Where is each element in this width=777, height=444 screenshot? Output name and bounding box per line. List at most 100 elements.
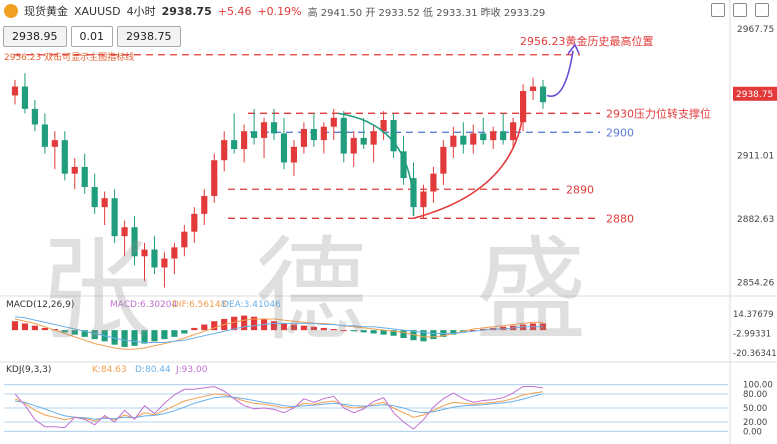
candle-body xyxy=(71,166,78,174)
macd-legend-label: DIF:6.56148 xyxy=(172,300,227,310)
current-price-label: 2938.75 xyxy=(736,90,773,100)
screenshot-icon[interactable] xyxy=(733,3,747,17)
candle-body xyxy=(141,249,148,257)
level-label: 2956.23黄金历史最高位置 xyxy=(520,34,654,48)
candle-body xyxy=(490,131,497,141)
macd-legend-label: MACD:6.30204 xyxy=(110,300,178,310)
candle-body xyxy=(360,137,367,145)
macd-histogram-bar xyxy=(410,330,417,341)
candle-body xyxy=(370,131,377,145)
candle-body xyxy=(111,198,118,237)
macd-histogram-bar xyxy=(141,330,148,344)
bid-button[interactable]: 2938.95 xyxy=(3,26,67,47)
macd-histogram-bar xyxy=(370,330,377,334)
projection-arrow xyxy=(567,43,580,55)
macd-histogram-bar xyxy=(330,329,337,331)
candle-body xyxy=(330,117,337,127)
kdj-tick-label: 20.00 xyxy=(743,418,767,428)
level-label: 2930压力位转支撑位 xyxy=(606,106,711,120)
macd-histogram-bar xyxy=(111,330,118,345)
arc-pattern-curve xyxy=(337,112,415,217)
candle-body xyxy=(410,178,417,208)
chart-header: 现货黄金 XAUUSD 4小时 2938.75 +5.46 +0.19% 高 2… xyxy=(0,0,777,22)
macd-tick-label: -20.36341 xyxy=(733,349,777,359)
symbol-name[interactable]: 现货黄金 xyxy=(24,5,68,18)
current-price-tag xyxy=(733,86,777,101)
price-tick-label: 2911.01 xyxy=(737,152,774,162)
spread-field[interactable]: 0.01 xyxy=(70,26,113,47)
macd-histogram-bar xyxy=(340,330,347,332)
symbol-code: XAUUSD xyxy=(74,4,121,18)
candle-body xyxy=(131,227,138,257)
candle-body xyxy=(41,124,48,147)
candle-body xyxy=(21,86,29,109)
ask-button[interactable]: 2938.75 xyxy=(117,26,181,47)
macd-histogram-bar xyxy=(11,321,19,331)
candle-body xyxy=(211,160,218,196)
candle-body xyxy=(450,135,457,147)
macd-histogram-bar xyxy=(430,330,437,340)
candle-body xyxy=(480,133,487,141)
candle-body xyxy=(221,140,228,161)
watermark-char-1: 张 xyxy=(40,226,152,356)
candle-body xyxy=(241,131,248,150)
macd-histogram-bar xyxy=(181,330,188,334)
macd-histogram-bar xyxy=(51,329,58,331)
interval-selector[interactable]: 4小时 xyxy=(126,5,156,18)
kdj-tick-label: 100.00 xyxy=(743,381,773,391)
candle-body xyxy=(390,120,397,152)
candle-body xyxy=(181,231,188,248)
fullscreen-icon[interactable] xyxy=(755,3,769,17)
macd-histogram-bar xyxy=(390,330,397,336)
macd-histogram-bar xyxy=(500,326,507,331)
macd-histogram-bar xyxy=(320,327,327,331)
kdj-k-line xyxy=(14,391,544,422)
candle-body xyxy=(171,247,178,259)
macd-histogram-bar xyxy=(270,321,278,331)
candle-body xyxy=(520,91,527,123)
candle-body xyxy=(151,249,158,268)
macd-histogram-bar xyxy=(520,324,527,331)
gold-symbol-icon xyxy=(4,4,18,18)
kdj-legend-label: D:80.44 xyxy=(135,365,171,375)
candle-body xyxy=(320,126,327,141)
kdj-d-line xyxy=(14,393,544,420)
toolbar xyxy=(711,3,769,17)
macd-tick-label: -2.99331 xyxy=(733,329,771,339)
quote-panel: 2938.95 0.01 2938.75 xyxy=(3,26,181,47)
candle-body xyxy=(51,140,58,147)
macd-histogram-bar xyxy=(41,327,48,331)
macd-histogram-bar xyxy=(480,329,487,331)
macd-histogram-bar xyxy=(151,330,158,342)
kdj-legend-label: KDJ(9,3,3) xyxy=(6,365,51,375)
macd-histogram-bar xyxy=(81,330,88,337)
candle-body xyxy=(539,86,547,103)
macd-dea-line xyxy=(14,316,543,343)
macd-histogram-bar xyxy=(31,325,38,331)
candle-body xyxy=(81,166,88,188)
price-change: +5.46 xyxy=(217,4,252,18)
macd-histogram-bar xyxy=(61,330,68,333)
macd-histogram-bar xyxy=(300,325,307,331)
macd-histogram-bar xyxy=(450,330,457,335)
price-tick-label: 2854.26 xyxy=(737,278,774,288)
price-tick-label: 2882.63 xyxy=(737,215,774,225)
candle-body xyxy=(11,86,19,96)
macd-histogram-bar xyxy=(241,315,248,331)
candle-body xyxy=(380,120,387,132)
candle-body xyxy=(161,258,168,268)
macd-histogram-bar xyxy=(191,327,198,331)
macd-histogram-bar xyxy=(71,330,78,335)
settings-icon[interactable] xyxy=(711,3,725,17)
kdj-tick-label: 50.00 xyxy=(743,404,767,414)
macd-histogram-bar xyxy=(251,316,258,331)
candle-body xyxy=(101,198,108,208)
candle-body xyxy=(470,133,477,145)
projection-curve xyxy=(546,50,574,98)
candle-body xyxy=(500,131,507,141)
candle-body xyxy=(251,131,258,138)
candle-body xyxy=(300,128,307,147)
ohlc-readout: 高 2941.50 开 2933.52 低 2933.31 昨收 2933.29 xyxy=(307,7,546,19)
macd-histogram-bar xyxy=(211,321,218,331)
